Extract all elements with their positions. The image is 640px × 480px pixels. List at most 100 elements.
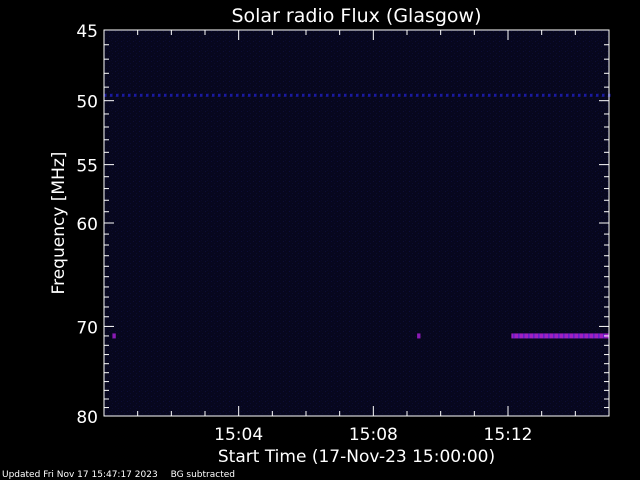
emission-band-3-texture bbox=[568, 333, 570, 339]
emission-band-0-segment bbox=[374, 93, 377, 97]
y-axis-label: Frequency [MHz] bbox=[49, 152, 69, 295]
emission-band-0-segment bbox=[542, 93, 545, 97]
emission-band-0-segment bbox=[326, 93, 329, 97]
emission-band-0-segment bbox=[272, 93, 275, 97]
emission-band-0-segment bbox=[440, 93, 443, 97]
y-tick-label-60: 60 bbox=[76, 215, 98, 235]
emission-band-3-texture bbox=[563, 333, 565, 339]
emission-band-0-segment bbox=[482, 93, 485, 97]
emission-band-0-segment bbox=[362, 93, 365, 97]
emission-band-0-segment bbox=[200, 93, 203, 97]
emission-band-0-segment bbox=[416, 93, 419, 97]
emission-band-0-segment bbox=[218, 93, 221, 97]
emission-band-0-segment bbox=[488, 93, 491, 97]
emission-band-3-texture bbox=[598, 333, 600, 339]
emission-band-0-segment bbox=[548, 93, 551, 97]
footer: Updated Fri Nov 17 15:47:17 2023 BG subt… bbox=[2, 470, 245, 480]
emission-band-0-segment bbox=[290, 93, 293, 97]
emission-band-1 bbox=[112, 333, 116, 339]
emission-band-0-segment bbox=[410, 93, 413, 97]
emission-band-0-segment bbox=[104, 93, 107, 97]
emission-band-3-texture bbox=[548, 333, 550, 339]
emission-band-3-texture bbox=[533, 333, 535, 339]
emission-band-0-segment bbox=[314, 93, 317, 97]
emission-band-0-segment bbox=[506, 93, 509, 97]
emission-band-3-texture bbox=[578, 333, 580, 339]
emission-band-3 bbox=[511, 333, 609, 339]
emission-band-0-segment bbox=[116, 93, 119, 97]
y-tick-label-80: 80 bbox=[76, 408, 98, 428]
updated-timestamp: Updated Fri Nov 17 15:47:17 2023 bbox=[2, 470, 158, 480]
emission-band-0-segment bbox=[422, 93, 425, 97]
emission-band-0-segment bbox=[302, 93, 305, 97]
emission-band-3-texture bbox=[553, 333, 555, 339]
emission-band-0-segment bbox=[230, 93, 233, 97]
emission-band-0-segment bbox=[206, 93, 209, 97]
emission-band-0-segment bbox=[284, 93, 287, 97]
emission-band-0-segment bbox=[248, 93, 251, 97]
emission-band-0-segment bbox=[584, 93, 587, 97]
emission-band-2 bbox=[417, 333, 421, 339]
emission-band-0-segment bbox=[158, 93, 161, 97]
emission-band-0-segment bbox=[164, 93, 167, 97]
emission-band-0-segment bbox=[278, 93, 281, 97]
emission-band-0-segment bbox=[368, 93, 371, 97]
y-tick-label-55: 55 bbox=[76, 157, 98, 177]
emission-band-0-segment bbox=[554, 93, 557, 97]
x-tick-label-15:04: 15:04 bbox=[214, 425, 263, 445]
emission-band-0-segment bbox=[560, 93, 563, 97]
emission-band-0-segment bbox=[266, 93, 269, 97]
emission-band-0-segment bbox=[134, 93, 137, 97]
emission-band-0-segment bbox=[110, 93, 113, 97]
x-tick-label-15:08: 15:08 bbox=[349, 425, 398, 445]
emission-band-3-texture bbox=[538, 333, 540, 339]
emission-band-3-texture bbox=[573, 333, 575, 339]
emission-band-0-segment bbox=[146, 93, 149, 97]
emission-band-0-segment bbox=[260, 93, 263, 97]
emission-band-3-texture bbox=[593, 333, 595, 339]
emission-band-0-segment bbox=[170, 93, 173, 97]
emission-band-3-texture bbox=[513, 333, 515, 339]
emission-band-0-segment bbox=[596, 93, 599, 97]
emission-band-0-segment bbox=[452, 93, 455, 97]
emission-band-0-segment bbox=[512, 93, 515, 97]
axes: 45 50 55 60 70 80 15:04 15:08 15:12 bbox=[76, 22, 610, 445]
y-tick-label-70: 70 bbox=[76, 318, 98, 338]
background-mode-label: BG subtracted bbox=[170, 470, 235, 480]
emission-band-0-segment bbox=[590, 93, 593, 97]
emission-band-0-segment bbox=[398, 93, 401, 97]
emission-band-0-segment bbox=[254, 93, 257, 97]
emission-band-0-segment bbox=[494, 93, 497, 97]
emission-band-0-segment bbox=[500, 93, 503, 97]
emission-band-0-segment bbox=[470, 93, 473, 97]
emission-band-3-texture bbox=[558, 333, 560, 339]
emission-band-0-segment bbox=[578, 93, 581, 97]
emission-band-0-segment bbox=[530, 93, 533, 97]
emission-band-3-texture bbox=[523, 333, 525, 339]
emission-band-0-segment bbox=[332, 93, 335, 97]
emission-band-0-segment bbox=[176, 93, 179, 97]
emission-bands bbox=[104, 93, 611, 339]
emission-band-3-texture bbox=[603, 333, 605, 339]
y-tick-label-45: 45 bbox=[76, 22, 98, 42]
emission-band-0-segment bbox=[224, 93, 227, 97]
emission-band-0-segment bbox=[338, 93, 341, 97]
emission-band-0-segment bbox=[524, 93, 527, 97]
emission-band-0-segment bbox=[428, 93, 431, 97]
emission-band-0-segment bbox=[464, 93, 467, 97]
emission-band-0-segment bbox=[182, 93, 185, 97]
chart-title: Solar radio Flux (Glasgow) bbox=[231, 5, 481, 27]
emission-band-3-texture bbox=[543, 333, 545, 339]
emission-band-0-segment bbox=[212, 93, 215, 97]
emission-band-0-segment bbox=[536, 93, 539, 97]
emission-band-0-segment bbox=[386, 93, 389, 97]
emission-band-3-texture bbox=[583, 333, 585, 339]
emission-band-0-segment bbox=[194, 93, 197, 97]
emission-band-0-segment bbox=[356, 93, 359, 97]
emission-band-3-texture bbox=[518, 333, 520, 339]
emission-band-0-segment bbox=[458, 93, 461, 97]
x-tick-label-15:12: 15:12 bbox=[484, 425, 533, 445]
emission-band-3-texture bbox=[588, 333, 590, 339]
